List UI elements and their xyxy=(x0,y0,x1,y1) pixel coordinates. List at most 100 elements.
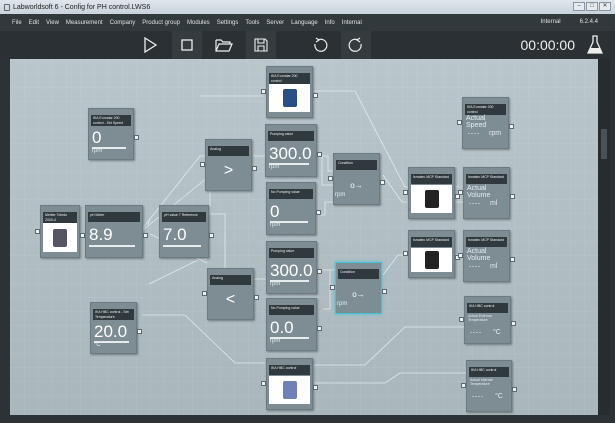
close-button[interactable]: ✕ xyxy=(599,2,611,11)
module-node[interactable]: IKA HBC control xyxy=(261,358,318,410)
module-node[interactable]: IKA HBC control - Set Temperature 20.0 °C xyxy=(90,302,142,354)
workflow-canvas[interactable]: IKA Eurostar 200 control IKA Eurostar 200… xyxy=(10,59,598,415)
output-pin[interactable] xyxy=(80,233,85,238)
output-pin[interactable] xyxy=(509,124,514,129)
output-pin[interactable] xyxy=(510,257,515,262)
input-pin[interactable] xyxy=(459,317,464,322)
input-pin[interactable] xyxy=(457,120,462,125)
output-pin[interactable] xyxy=(512,387,517,392)
output-pin[interactable] xyxy=(134,135,139,140)
node-value: 300.0 xyxy=(270,261,313,280)
module-node[interactable]: Condition o→ rpm xyxy=(328,153,385,205)
node-title: Analog xyxy=(208,146,249,156)
module-node[interactable]: pH Meter 8.9 xyxy=(85,205,148,258)
menu-server[interactable]: Server xyxy=(266,19,285,26)
menu-info[interactable]: Info xyxy=(324,19,335,26)
menu-edit[interactable]: Edit xyxy=(28,19,40,26)
module-node[interactable]: Ismatec MCP Standard xyxy=(403,167,460,219)
module-node[interactable]: No Pumping value 0 rpm xyxy=(266,182,321,235)
input-pin[interactable] xyxy=(261,89,266,94)
output-pin[interactable] xyxy=(137,329,142,334)
menu-language[interactable]: Language xyxy=(291,19,318,26)
input-pin[interactable] xyxy=(458,253,463,258)
module-node[interactable]: IKA Eurostar 200 control - Set Speed 0 rpm xyxy=(88,108,139,160)
node-unit: °C xyxy=(94,342,101,348)
module-node[interactable]: Ismatec MCP Standard Actual Volume ---- ml xyxy=(458,167,515,219)
module-node[interactable]: IKA Eurostar 200 control Actual Speed ----… xyxy=(457,97,514,149)
menu-measurement[interactable]: Measurement xyxy=(65,19,103,26)
output-pin[interactable] xyxy=(317,326,322,331)
module-node[interactable]: Analog > xyxy=(200,139,257,191)
menu-internal[interactable]: Internal xyxy=(341,19,362,26)
value-bar xyxy=(269,163,309,165)
condition-icon: o→ xyxy=(352,290,365,299)
menu-file[interactable]: File xyxy=(12,19,22,26)
input-pin[interactable] xyxy=(403,190,408,195)
node-title: Ismatec MCP Standard xyxy=(466,174,507,184)
node-title: pH Meter xyxy=(88,212,140,222)
input-pin[interactable] xyxy=(261,381,266,386)
module-node[interactable]: Ismatec MCP Standard Actual Volume ---- ml xyxy=(458,230,515,282)
menu-tools[interactable]: Tools xyxy=(245,19,260,26)
input-pin[interactable] xyxy=(461,383,466,388)
app-icon xyxy=(4,3,10,11)
input-pin[interactable] xyxy=(35,229,40,234)
node-title: Condition xyxy=(336,160,377,170)
open-button[interactable] xyxy=(209,31,239,59)
flask-icon[interactable] xyxy=(587,35,603,55)
output-pin[interactable] xyxy=(252,166,257,171)
stop-button[interactable] xyxy=(172,31,202,59)
node-unit: rpm xyxy=(92,148,103,154)
play-button[interactable] xyxy=(135,31,165,59)
menu-view[interactable]: View xyxy=(46,19,59,26)
output-pin[interactable] xyxy=(317,269,322,274)
output-pin[interactable] xyxy=(313,93,318,98)
node-title: IKA HBC control - Set Temperature xyxy=(93,309,134,320)
comparator-symbol: > xyxy=(223,162,234,179)
maximize-button[interactable]: □ xyxy=(586,2,598,11)
menu-product-group[interactable]: Product group xyxy=(142,19,180,26)
module-node[interactable]: IKA HBC control Actual Internal Temperatu… xyxy=(461,360,517,412)
menu-modules[interactable]: Modules xyxy=(187,19,210,26)
module-node[interactable]: IKA HBC control Actual External Temperatu… xyxy=(459,296,516,344)
output-pin[interactable] xyxy=(143,233,148,238)
input-pin[interactable] xyxy=(330,285,335,290)
output-pin[interactable] xyxy=(511,321,516,326)
input-pin[interactable] xyxy=(328,176,333,181)
output-pin[interactable] xyxy=(455,194,460,199)
output-pin[interactable] xyxy=(380,180,385,185)
node-label: Actual Volume xyxy=(467,185,491,199)
output-pin[interactable] xyxy=(316,210,321,215)
menu-company[interactable]: Company xyxy=(109,19,136,26)
output-pin[interactable] xyxy=(209,233,214,238)
input-pin[interactable] xyxy=(200,162,205,167)
module-node[interactable]: Analog < xyxy=(202,268,259,320)
node-unit: ml xyxy=(490,200,498,207)
save-button[interactable] xyxy=(246,31,276,59)
module-node[interactable]: IKA Eurostar 200 control xyxy=(261,66,318,118)
input-pin[interactable] xyxy=(202,291,207,296)
module-node[interactable]: Condition o→ rpm xyxy=(330,262,387,314)
output-pin[interactable] xyxy=(510,194,515,199)
minimize-button[interactable]: – xyxy=(573,2,585,11)
scrollbar-thumb[interactable] xyxy=(601,129,607,159)
node-value: 20.0 xyxy=(94,322,128,341)
module-node[interactable]: Pumping value 300.0 rpm xyxy=(265,124,322,177)
output-pin[interactable] xyxy=(313,385,318,390)
module-node[interactable]: Mettler Toledo 2000-4 xyxy=(35,205,85,258)
node-value: 8.9 xyxy=(89,225,113,244)
module-node[interactable]: pH value 7 Reference 7.0 xyxy=(159,205,214,258)
folder-open-icon xyxy=(215,39,233,52)
module-node[interactable]: Pumping value 300.0 rpm xyxy=(266,241,322,294)
module-node[interactable]: No Pumping value 0.0 rpm xyxy=(266,298,322,351)
menu-settings[interactable]: Settings xyxy=(216,19,239,26)
output-pin[interactable] xyxy=(254,295,259,300)
input-pin[interactable] xyxy=(458,190,463,195)
module-node[interactable]: Ismatec MCP Standard xyxy=(403,230,460,278)
undo-button[interactable] xyxy=(305,31,335,59)
input-pin[interactable] xyxy=(403,251,408,256)
output-pin[interactable] xyxy=(317,152,322,157)
vertical-scrollbar[interactable] xyxy=(598,59,610,415)
redo-button[interactable] xyxy=(341,31,371,59)
output-pin[interactable] xyxy=(382,289,387,294)
